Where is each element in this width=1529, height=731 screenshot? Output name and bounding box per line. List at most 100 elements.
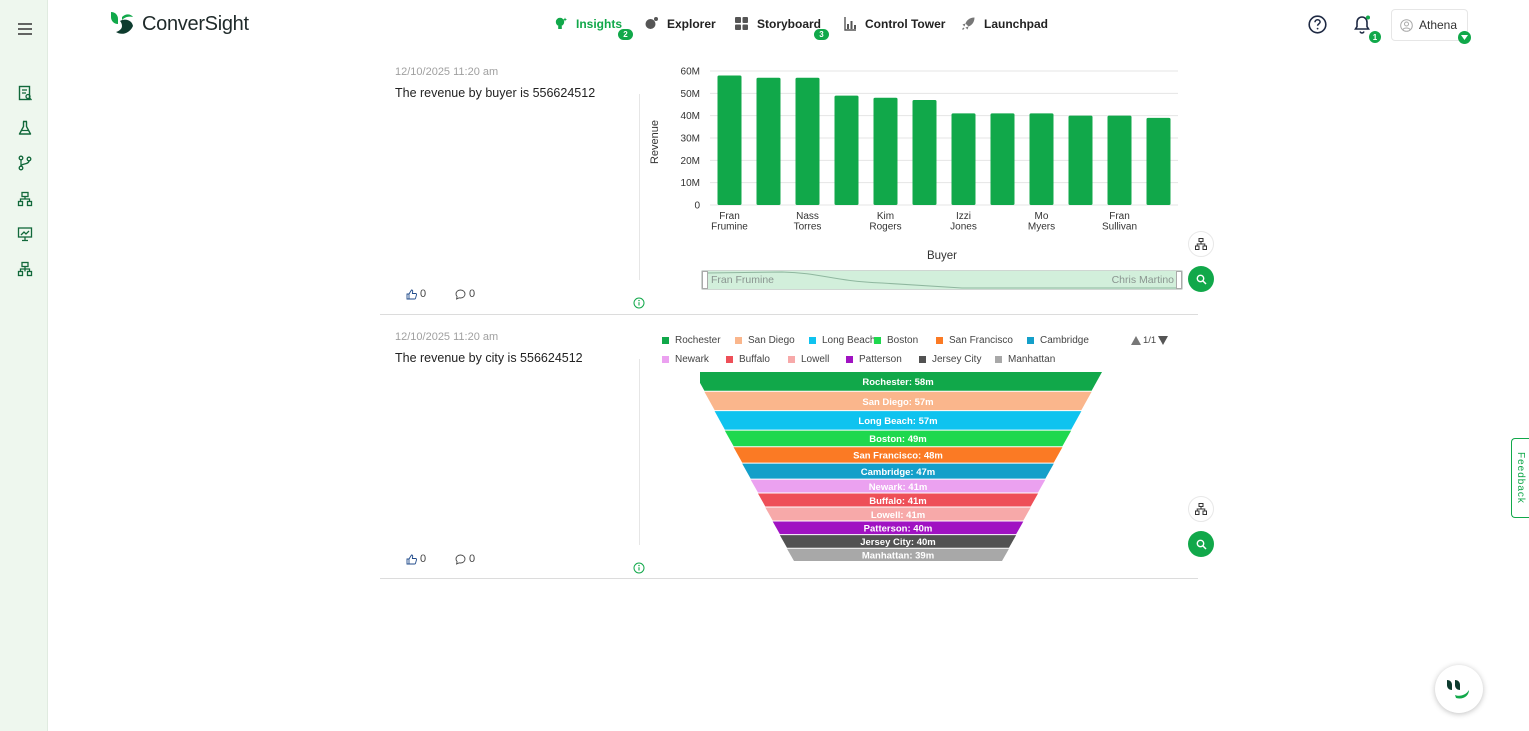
nav-control-tower[interactable]: Control Tower: [843, 16, 945, 31]
like-button[interactable]: 0: [406, 288, 426, 300]
legend-item[interactable]: San Diego: [735, 335, 795, 346]
funnel-segment[interactable]: [757, 493, 1039, 507]
bar[interactable]: [951, 113, 976, 205]
report-icon[interactable]: [12, 80, 38, 106]
info-icon[interactable]: [633, 296, 645, 314]
notification-bell-icon[interactable]: [1353, 15, 1371, 40]
bar[interactable]: [1146, 117, 1171, 205]
data-zoom-slider[interactable]: Fran Frumine Chris Martino: [701, 270, 1183, 290]
funnel-segment[interactable]: [724, 430, 1072, 447]
app-logo[interactable]: ConverSight: [108, 11, 249, 37]
slider-end-handle[interactable]: [1176, 271, 1182, 289]
slider-start-handle[interactable]: [702, 271, 708, 289]
funnel-segment-label: Cambridge: 47m: [861, 467, 935, 478]
funnel-segment[interactable]: [700, 372, 1102, 391]
thumbs-up-icon: [406, 289, 417, 299]
funnel-segment[interactable]: [714, 411, 1082, 430]
hierarchy-button[interactable]: [1188, 231, 1214, 257]
legend-item[interactable]: Cambridge: [1027, 335, 1089, 346]
nav-launchpad[interactable]: Launchpad: [961, 16, 1048, 31]
zoom-button[interactable]: [1188, 531, 1214, 557]
zoom-button[interactable]: [1188, 266, 1214, 292]
x-tick-label: Fran Sullivan: [1102, 211, 1137, 233]
bar[interactable]: [1068, 115, 1093, 205]
bar[interactable]: [990, 113, 1015, 205]
bar[interactable]: [834, 95, 859, 205]
legend-label: Rochester: [675, 335, 721, 346]
bar[interactable]: [756, 77, 781, 205]
legend-item[interactable]: Rochester: [662, 335, 721, 346]
legend-item[interactable]: San Francisco: [936, 335, 1013, 346]
legend-prev-icon[interactable]: [1131, 336, 1141, 345]
legend-item[interactable]: Buffalo: [726, 354, 770, 365]
chatbot-logo-icon: [1447, 680, 1469, 699]
legend-item[interactable]: Patterson: [846, 354, 902, 365]
control-tower-icon: [843, 16, 857, 31]
funnel-segment[interactable]: [787, 548, 1009, 561]
card-separator: [380, 578, 1198, 579]
legend-item[interactable]: Lowell: [788, 354, 829, 365]
chatbot-launcher[interactable]: [1435, 665, 1483, 713]
legend-label: Patterson: [859, 354, 902, 365]
funnel-segment[interactable]: [704, 391, 1092, 411]
presentation-icon[interactable]: [12, 221, 38, 247]
funnel-segment[interactable]: [750, 479, 1046, 493]
legend-item[interactable]: Jersey City: [919, 354, 981, 365]
comment-button[interactable]: 0: [455, 553, 475, 565]
y-tick-label: 60M: [681, 67, 700, 78]
revenue-by-city-funnel-chart: Rochester: 58m San Diego: 57m Long Beach: …: [700, 372, 1102, 562]
bar[interactable]: [912, 100, 937, 205]
nav-storyboard[interactable]: Storyboard 3: [734, 16, 829, 40]
legend-item[interactable]: Boston: [874, 335, 918, 346]
branch-icon[interactable]: [12, 150, 38, 176]
y-tick-label: 50M: [681, 89, 700, 100]
hierarchy-button[interactable]: [1188, 496, 1214, 522]
nav-storyboard-label: Storyboard: [757, 16, 822, 31]
bar[interactable]: [1029, 113, 1054, 205]
user-menu[interactable]: Athena: [1391, 9, 1471, 44]
menu-icon[interactable]: [12, 16, 38, 42]
funnel-segment-label: Manhattan: 39m: [862, 551, 934, 562]
org-chart-icon[interactable]: [12, 256, 38, 282]
flask-icon[interactable]: [12, 115, 38, 141]
hierarchy-icon: [1195, 503, 1207, 515]
legend-label: Jersey City: [932, 354, 982, 365]
legend-swatch: [662, 356, 669, 363]
x-tick-label: Fran Frumine: [711, 211, 748, 233]
y-tick-label: 0: [694, 201, 700, 212]
nav-explorer[interactable]: Explorer: [644, 16, 716, 31]
bar[interactable]: [873, 97, 898, 205]
bar[interactable]: [717, 75, 742, 205]
funnel-segment[interactable]: [772, 521, 1024, 535]
lightbulb-icon: [553, 16, 568, 31]
like-button[interactable]: 0: [406, 553, 426, 565]
legend-label: Buffalo: [739, 354, 770, 365]
y-tick-label: 10M: [681, 178, 700, 189]
x-tick-label: Mo Myers: [1028, 211, 1055, 233]
info-icon[interactable]: [633, 561, 645, 579]
hierarchy-icon[interactable]: [12, 186, 38, 212]
y-tick-label: 20M: [681, 156, 700, 167]
funnel-segment-label: Long Beach: 57m: [858, 416, 937, 427]
legend-next-icon[interactable]: [1158, 336, 1169, 345]
legend-swatch: [874, 337, 881, 344]
conversight-logo-icon: [111, 12, 133, 34]
feedback-tab[interactable]: Feedback: [1511, 438, 1529, 518]
like-count: 0: [420, 288, 427, 300]
funnel-segment[interactable]: [765, 507, 1031, 521]
y-axis-label: Revenue: [649, 120, 661, 164]
funnel-segment[interactable]: [779, 535, 1017, 548]
legend-item[interactable]: Long Beach: [809, 335, 875, 346]
legend-label: Newark: [675, 354, 709, 365]
legend-item[interactable]: Manhattan: [995, 354, 1055, 365]
comment-button[interactable]: 0: [455, 288, 475, 300]
hierarchy-icon: [1195, 238, 1207, 250]
help-icon[interactable]: [1308, 15, 1327, 39]
comment-icon: [455, 289, 466, 300]
bar[interactable]: [795, 77, 820, 205]
legend-item[interactable]: Newark: [662, 354, 709, 365]
nav-insights[interactable]: Insights 2: [553, 16, 633, 40]
funnel-segment[interactable]: [733, 447, 1063, 463]
funnel-segment[interactable]: [742, 463, 1054, 479]
bar[interactable]: [1107, 115, 1132, 205]
